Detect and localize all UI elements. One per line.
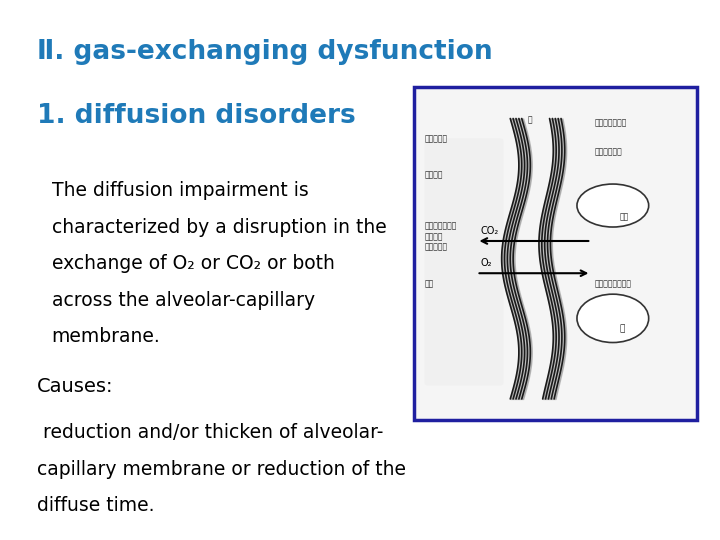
FancyBboxPatch shape bbox=[425, 138, 503, 386]
Text: O₂: O₂ bbox=[480, 258, 492, 268]
Text: 1. diffusion disorders: 1. diffusion disorders bbox=[37, 104, 356, 130]
Text: 红: 红 bbox=[620, 325, 626, 334]
Text: membrane.: membrane. bbox=[52, 327, 161, 347]
Text: exchange of O₂ or CO₂ or both: exchange of O₂ or CO₂ or both bbox=[52, 254, 335, 273]
Text: The diffusion impairment is: The diffusion impairment is bbox=[52, 181, 308, 200]
Text: reduction and/or thicken of alveolar-: reduction and/or thicken of alveolar- bbox=[37, 423, 384, 442]
Text: Ⅱ. gas-exchanging dysfunction: Ⅱ. gas-exchanging dysfunction bbox=[37, 39, 493, 65]
Text: capillary membrane or reduction of the: capillary membrane or reduction of the bbox=[37, 460, 406, 478]
FancyBboxPatch shape bbox=[414, 87, 697, 421]
Text: characterized by a disruption in the: characterized by a disruption in the bbox=[52, 218, 387, 237]
Ellipse shape bbox=[577, 294, 649, 342]
Text: across the alveolar-capillary: across the alveolar-capillary bbox=[52, 291, 315, 310]
Text: 毛细血管内皮血浆: 毛细血管内皮血浆 bbox=[595, 280, 632, 289]
Ellipse shape bbox=[577, 184, 649, 227]
Text: Causes:: Causes: bbox=[37, 377, 114, 396]
Text: CO₂: CO₂ bbox=[480, 226, 498, 235]
Text: 腺液: 腺液 bbox=[425, 280, 433, 289]
Text: 毛细血管内皮: 毛细血管内皮 bbox=[595, 147, 623, 157]
Text: 孔: 孔 bbox=[528, 115, 533, 124]
Text: 表面活性物质层
基肆膨层
间质水平辺: 表面活性物质层 基肆膨层 间质水平辺 bbox=[425, 221, 457, 252]
Text: 气血屏障层: 气血屏障层 bbox=[425, 134, 448, 144]
Text: 肝细上皮: 肝细上皮 bbox=[425, 170, 443, 179]
Text: 毛细血管基肆膜: 毛细血管基肆膜 bbox=[595, 118, 627, 127]
Text: diffuse time.: diffuse time. bbox=[37, 496, 155, 515]
Text: 血浆: 血浆 bbox=[620, 212, 629, 221]
